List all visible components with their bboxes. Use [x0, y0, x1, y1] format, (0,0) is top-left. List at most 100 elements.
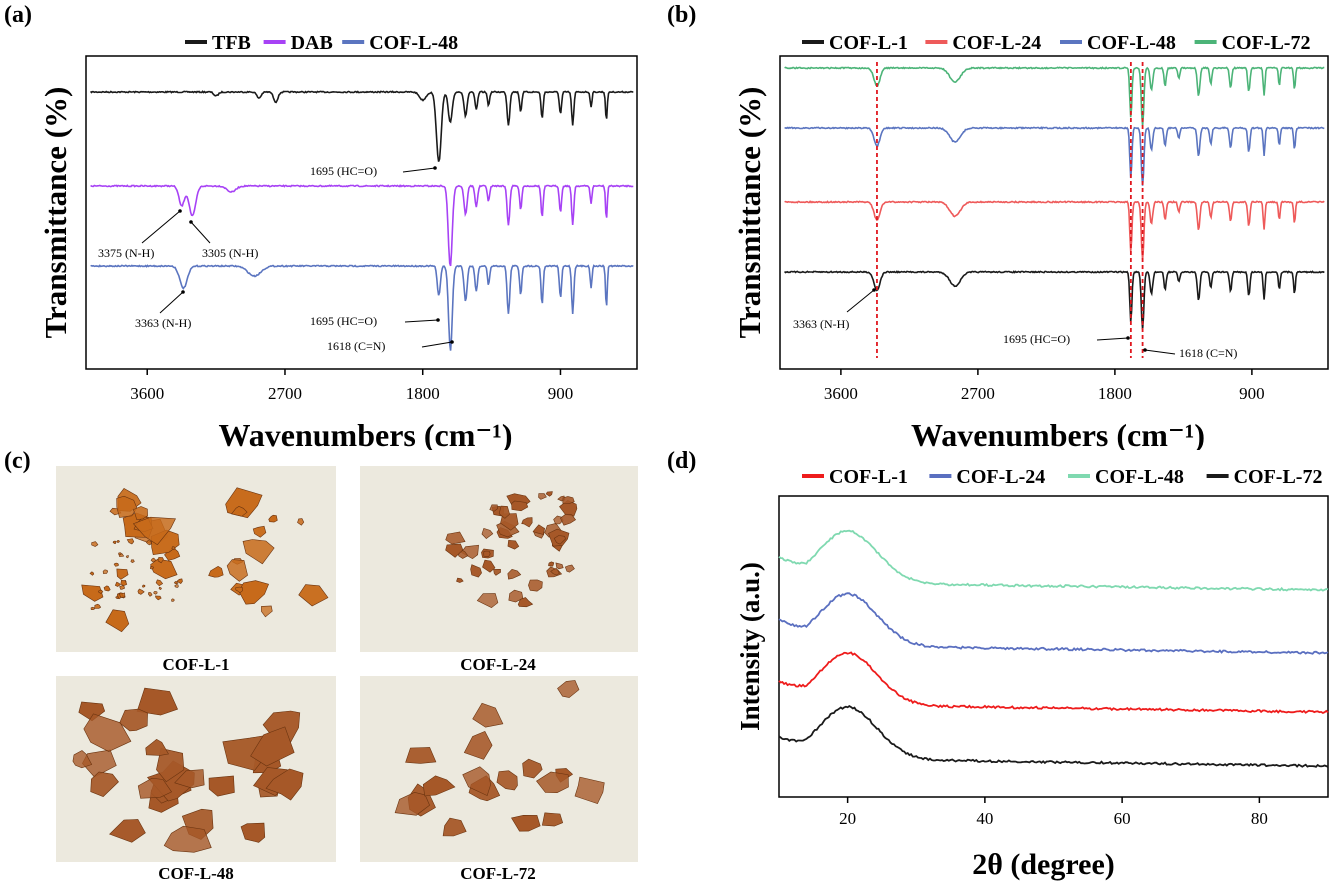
legend-label: COF-L-24: [956, 466, 1045, 488]
annotation-arrow: [1144, 349, 1176, 355]
cof-piece: [109, 819, 146, 843]
annotation-arrowhead: [181, 290, 185, 294]
peak-annotation: 3363 (N-H): [793, 317, 849, 331]
cof-piece: [522, 758, 543, 779]
x-axis-label: Wavenumbers (cm⁻¹): [911, 417, 1205, 450]
cof-piece: [155, 579, 164, 587]
annotation-arrowhead: [436, 318, 440, 322]
cof-piece: [557, 680, 580, 698]
cof-piece: [171, 546, 176, 551]
peak-annotation: 1618 (C=N): [1179, 346, 1237, 360]
photo-caption-cof-l-72: COF-L-72: [460, 864, 536, 883]
xrd-line: [778, 529, 1329, 592]
cof-piece: [83, 713, 132, 752]
cof-piece: [536, 771, 569, 794]
xrd-line: [778, 592, 1329, 655]
cof-piece: [532, 524, 545, 535]
cof-piece: [564, 564, 575, 573]
cof-piece: [125, 555, 129, 559]
spectrum-line: [784, 126, 1325, 186]
annotation-arrowhead: [178, 209, 182, 213]
cof-piece: [158, 586, 162, 590]
cof-piece: [126, 538, 135, 545]
cof-piece: [72, 750, 93, 769]
cof-piece: [250, 726, 295, 767]
cof-piece: [548, 561, 555, 567]
x-tick-label: 20: [839, 809, 856, 828]
cof-piece: [119, 592, 126, 598]
cof-piece: [553, 535, 566, 545]
cof-piece: [114, 581, 121, 587]
cof-piece: [238, 580, 270, 605]
cof-piece: [559, 500, 578, 517]
cof-piece: [268, 514, 278, 523]
x-tick-label: 900: [1239, 384, 1265, 403]
annotation-arrowhead: [189, 220, 193, 224]
x-axis-label: 2θ (degree): [972, 848, 1115, 881]
cof-piece: [511, 500, 529, 512]
cof-piece: [226, 559, 248, 582]
legend-label: COF-L-72: [1234, 466, 1323, 488]
cof-piece: [150, 558, 178, 580]
legend-label: COF-L-48: [1095, 466, 1184, 488]
cof-piece: [405, 747, 437, 764]
annotation-arrow: [1096, 337, 1129, 341]
cof-piece: [137, 588, 145, 595]
y-axis-label: Transmittance (%): [38, 87, 73, 339]
cof-piece: [265, 768, 304, 801]
annotation-arrow: [159, 291, 184, 314]
x-tick-label: 3600: [824, 384, 858, 403]
x-tick-label: 1800: [1098, 384, 1132, 403]
cof-piece: [235, 586, 243, 594]
cof-piece: [481, 528, 494, 540]
spectrum-line: [784, 66, 1325, 126]
annotation-arrow: [402, 167, 436, 173]
cof-piece: [116, 540, 120, 543]
spectrum-line: [89, 90, 634, 162]
cof-piece: [496, 770, 518, 791]
cof-piece: [98, 589, 104, 594]
cof-piece: [562, 496, 575, 504]
peak-annotation: 1695 (HC=O): [310, 164, 377, 178]
cof-piece: [231, 506, 248, 517]
cof-piece: [574, 776, 605, 804]
peak-annotation: 3375 (N-H): [98, 246, 154, 260]
cof-piece: [171, 598, 175, 602]
cof-piece: [538, 493, 547, 500]
legend-label: DAB: [291, 32, 333, 54]
photo-cof-l-24: [360, 466, 638, 652]
cof-piece: [142, 584, 146, 588]
cof-piece: [445, 531, 466, 545]
legend-label: COF-L-1: [829, 32, 908, 54]
cof-piece: [463, 731, 493, 760]
cof-piece: [145, 540, 152, 546]
peak-annotation: 1695 (HC=O): [1003, 332, 1070, 346]
panel-label-c: (c): [4, 448, 31, 474]
cof-piece: [173, 581, 179, 585]
y-axis-label: Intensity (a.u.): [735, 562, 765, 731]
cof-piece: [508, 589, 524, 603]
x-tick-label: 60: [1114, 809, 1131, 828]
plot-frame: [778, 495, 1329, 798]
panel-label-d: (d): [667, 448, 697, 474]
cof-piece: [116, 568, 129, 580]
annotation-arrowhead: [1126, 336, 1130, 340]
cof-piece: [112, 540, 117, 544]
cof-piece: [507, 539, 520, 550]
cof-piece: [460, 544, 479, 560]
cof-piece: [511, 814, 541, 832]
cof-piece: [445, 543, 464, 558]
cof-piece: [208, 775, 235, 797]
cof-piece: [550, 567, 560, 576]
cof-piece: [154, 595, 162, 601]
panel-label-a: (a): [4, 2, 32, 28]
x-axis-label: Wavenumbers (cm⁻¹): [219, 417, 513, 450]
cof-piece: [115, 596, 120, 599]
cof-piece: [498, 505, 510, 519]
cof-piece: [105, 609, 130, 633]
cof-piece: [156, 747, 185, 783]
x-tick-label: 1800: [406, 384, 440, 403]
photo-cof-l-48: [56, 676, 336, 862]
legend-label: COF-L-1: [829, 466, 908, 488]
ftir-chart-a: TFB DAB COF-L-48 3600 2700 1800 900 Wavenumbers…: [38, 32, 638, 450]
